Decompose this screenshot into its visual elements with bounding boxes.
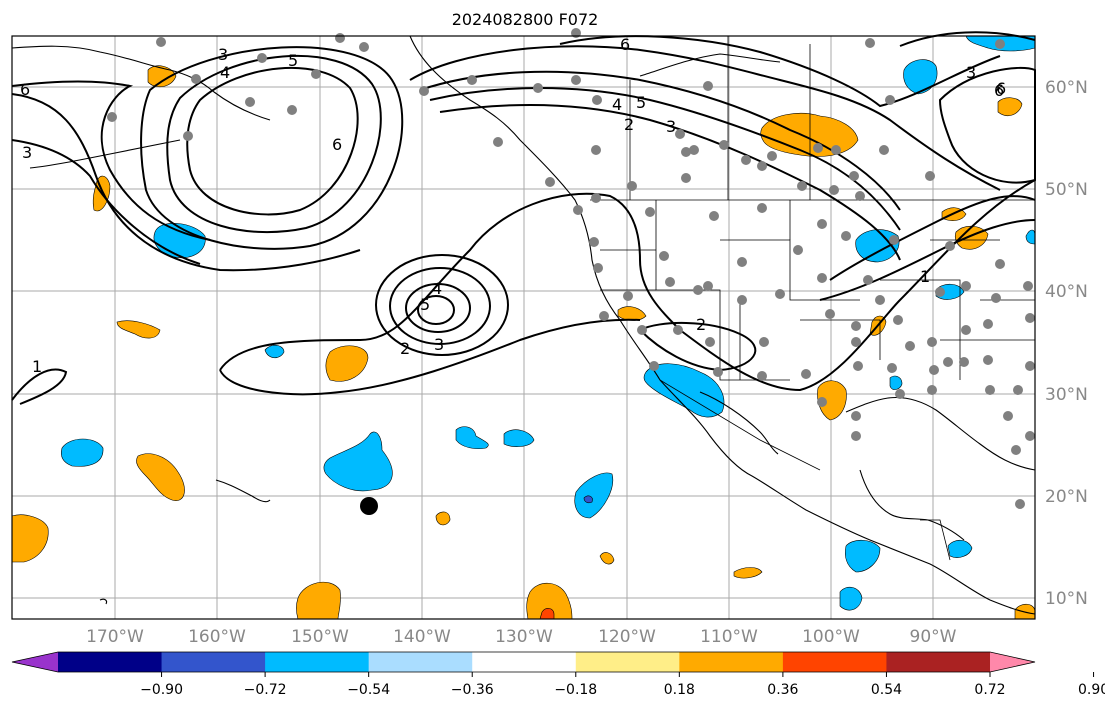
lon-label: 100°W [802,627,860,647]
colorbar-extend-min [12,652,58,672]
contour-labels: 6 3 4 5 6 3 6 5 4 2 3 6 3 6 4 5 2 3 2 1 … [20,35,1006,376]
contour-label: 2 [400,339,410,358]
colorbar-segment [472,652,577,672]
lon-label: 170°W [86,627,144,647]
contour-label: 2 [624,115,634,134]
lon-label: 90°W [910,627,957,647]
colorbar-tick-label: 0.36 [767,682,798,698]
contour-label: 4 [432,279,442,298]
colorbar-segment [161,652,266,672]
map-frame [11,35,1036,620]
storm-center-marker [360,497,378,515]
lat-label: 60°N [1045,78,1088,98]
contour-label: 3 [22,143,32,162]
lat-label: 30°N [1045,385,1088,405]
colorbar-tick-label: 0.90 [1078,682,1105,698]
lat-label: 20°N [1045,487,1088,507]
coastlines [11,35,1036,615]
contour-label: 3 [666,117,676,136]
colorbar-tick-label: 0.18 [664,682,695,698]
lon-label: 120°W [598,627,656,647]
colorbar: −0.90 −0.72 −0.54 −0.36 −0.18 0.18 0.36 0.54 0.7… [11,651,1105,698]
latitude-labels: 60°N 50°N 40°N 30°N 20°N 10°N [1045,78,1088,609]
contour-label: 3 [218,45,228,64]
contour-label: 1 [32,357,42,376]
colorbar-tick-label: −0.54 [347,682,390,698]
contour-label: 6 [620,35,630,54]
colorbar-outline [11,651,1036,673]
contour-label: 2 [696,315,706,334]
colorbar-tick-label: −0.18 [554,682,597,698]
contour-label: 5 [636,93,646,112]
lon-label: 150°W [291,627,349,647]
colorbar-segment [575,652,680,672]
political-borders [590,36,1035,561]
colorbar-tick-label: 0.54 [871,682,902,698]
lon-label: 110°W [700,627,758,647]
colorbar-segment [679,652,784,672]
colorbar-segment [58,652,163,672]
contour-label: 6 [332,135,342,154]
contour-label: 6 [994,81,1004,100]
lat-label: 10°N [1045,589,1088,609]
colorbar-tick-label: −0.90 [140,682,183,698]
lat-label: 50°N [1045,180,1088,200]
lon-label: 130°W [495,627,553,647]
contour-label: 5 [288,51,298,70]
colorbar-tick-label: −0.36 [451,682,494,698]
contour-label: 1 [920,267,930,286]
lon-label: 140°W [393,627,451,647]
contour-label: 6 [20,80,30,99]
contour-label: 3 [434,335,444,354]
longitude-labels: 170°W 160°W 150°W 140°W 130°W 120°W 110°… [86,627,957,647]
map-title: 2024082800 F072 [451,10,599,29]
colorbar-segment [886,652,991,672]
colorbar-segment [368,652,473,672]
lon-label: 160°W [188,627,246,647]
colorbar-tick-label: −0.72 [244,682,287,698]
colorbar-segment [265,652,370,672]
colorbar-tick-label: 0.72 [974,682,1005,698]
station-markers [107,28,1035,509]
contour-label: 6 [996,79,1006,98]
colorbar-segment [782,652,887,672]
colorbar-extend-max [990,652,1035,672]
contour-label: 3 [966,63,976,82]
contour-label: 5 [420,295,430,314]
shaded-patches [11,35,1036,620]
lat-label: 40°N [1045,282,1088,302]
contour-label: 4 [220,63,230,82]
contour-label: 4 [612,95,622,114]
